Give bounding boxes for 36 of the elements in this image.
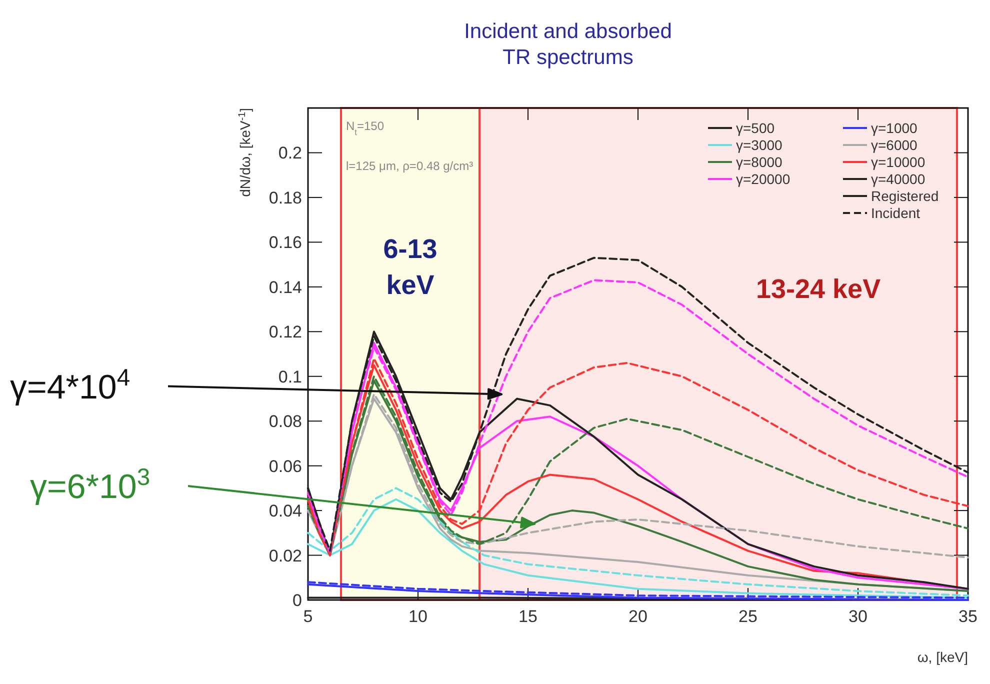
x-tick-label: 20 [628,607,648,626]
y-tick-label: 0.14 [268,278,302,297]
band-label: 6-13 keV [383,234,438,300]
y-tick-label: 0.2 [278,144,302,163]
x-tick-label: 35 [958,607,978,626]
y-tick-label: 0 [292,591,302,610]
x-axis-title: ω, [keV] [917,649,968,665]
legend-label: γ=20000 [736,171,790,187]
chart-title: Incident and absorbed TR spectrums [464,20,672,69]
y-tick-label: 0.08 [268,412,302,432]
y-tick-label: 0.06 [268,456,302,476]
x-tick-label: 30 [848,607,868,626]
legend-label: γ=1000 [871,120,918,136]
annotation: l=125 μm, ρ=0.48 g/cm³ [346,159,474,173]
x-tick-label: 25 [738,607,758,626]
legend-label: γ=500 [736,120,775,136]
legend-label: γ=3000 [736,137,783,153]
legend-label: γ=6000 [871,137,918,153]
y-tick-label: 0.16 [268,233,302,252]
band-label: 13-24 keV [756,274,881,304]
annotation: Registered [871,188,939,204]
annotation: Incident [871,205,920,221]
annotation: γ=4*10$^{4}$ [10,364,130,406]
y-tick-label: 0.02 [268,546,302,566]
legend-label: γ=40000 [871,171,926,187]
y-tick-label: 0.04 [268,502,302,521]
annotation: γ=6*10$^{3}$ [30,463,150,506]
y-tick-label: 0.12 [268,322,302,342]
x-tick-label: 15 [518,607,538,626]
x-tick-label: 10 [408,607,428,626]
x-tick-label: 5 [303,607,313,626]
annotation: N$_{t}$=150 [346,119,384,137]
legend-label: γ=10000 [871,154,926,170]
legend-label: γ=8000 [736,154,783,170]
y-tick-label: 0.18 [268,188,302,208]
y-tick-label: 0.1 [278,367,302,386]
